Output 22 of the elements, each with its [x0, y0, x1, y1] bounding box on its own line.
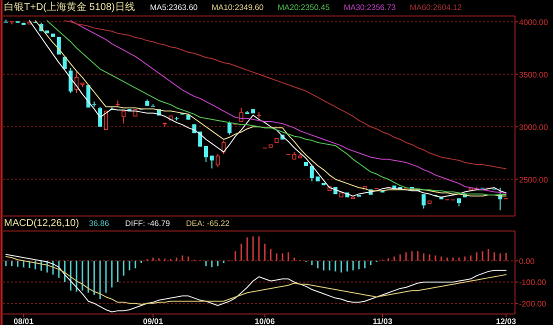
text: MA10:2349.60 [212, 3, 264, 12]
text: MA60:2604.12 [410, 3, 462, 12]
y-tick-label: 4000.00 [519, 18, 548, 27]
text: DEA: -65.22 [186, 219, 230, 228]
text: MA30:2356.73 [344, 3, 396, 12]
y-tick-label: 0.00 [519, 256, 536, 266]
y-tick-label: 2500.00 [519, 175, 548, 184]
text: MA20:2350.45 [278, 3, 330, 12]
x-tick-label: 11/03 [372, 317, 393, 325]
x-tick-label: 10/06 [254, 317, 276, 325]
x-tick-label: 08/01 [14, 317, 34, 325]
y-tick-label: 3000.00 [519, 122, 548, 132]
y-tick-label: -100.00 [519, 278, 547, 288]
text: 36.86 [89, 219, 110, 228]
chart-title: MACD(12,26,10) [4, 218, 80, 229]
y-tick-label: -200.00 [519, 299, 547, 308]
x-tick-label: 12/03 [496, 317, 517, 325]
x-tick-label: 09/01 [143, 317, 164, 325]
chart-title: 白银T+D(上海黄金 5108)日线 [4, 1, 135, 13]
text: MA5:2363.60 [150, 3, 198, 12]
text: DIFF: -46.79 [125, 219, 171, 228]
y-tick-label: 3500.00 [519, 70, 548, 80]
